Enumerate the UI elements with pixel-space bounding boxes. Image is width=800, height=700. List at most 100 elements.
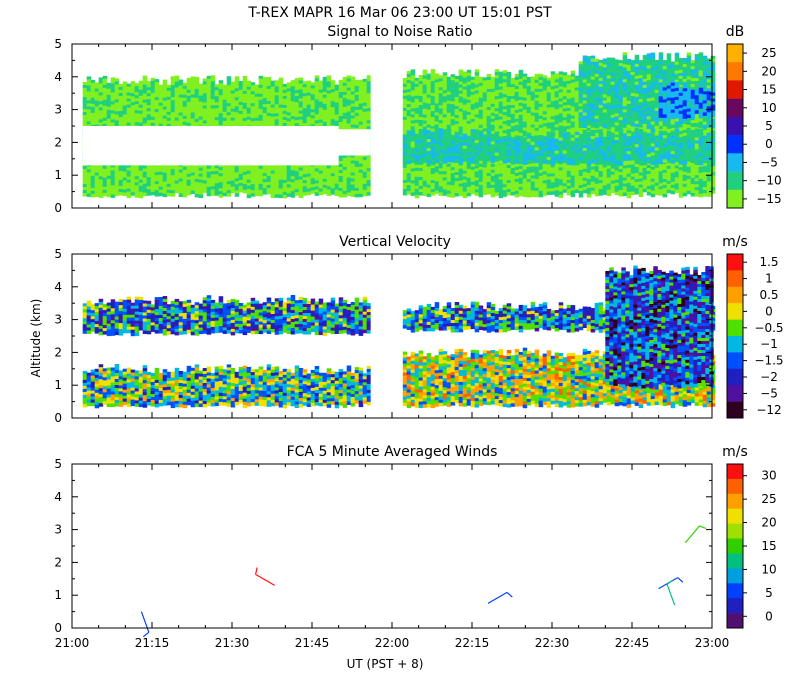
heatmap-cell	[434, 82, 440, 86]
heatmap-cell	[182, 103, 188, 108]
heatmap-cell	[566, 98, 572, 103]
heatmap-cell	[450, 83, 456, 87]
heatmap-cell	[434, 184, 440, 188]
heatmap-cell	[498, 89, 504, 94]
heatmap-cell	[446, 106, 452, 111]
heatmap-cell	[438, 102, 444, 106]
heatmap-cell	[282, 191, 288, 196]
heatmap-cell	[334, 174, 340, 179]
heatmap-cell	[222, 99, 228, 104]
heatmap-cell	[354, 175, 360, 180]
heatmap-cell	[366, 93, 372, 97]
heatmap-cell	[506, 174, 512, 178]
heatmap-cell	[514, 118, 520, 123]
heatmap-cell	[222, 123, 228, 128]
heatmap-cell	[350, 169, 356, 173]
heatmap-cell	[310, 91, 316, 95]
heatmap-cell	[570, 115, 576, 120]
heatmap-cell	[494, 96, 500, 100]
heatmap-cell	[282, 119, 288, 124]
heatmap-cell	[514, 103, 520, 108]
heatmap-cell	[262, 86, 268, 90]
heatmap-cell	[350, 193, 356, 197]
heatmap-cell	[178, 91, 184, 95]
heatmap-cell	[334, 84, 340, 89]
heatmap-cell	[86, 172, 92, 176]
heatmap-cell	[122, 180, 128, 184]
heatmap-cell	[218, 179, 224, 183]
heatmap-cell	[270, 191, 276, 196]
heatmap-cell	[198, 191, 204, 196]
heatmap-cell	[478, 79, 484, 84]
heatmap-cell	[454, 76, 460, 80]
heatmap-cell	[490, 178, 496, 183]
heatmap-cell	[226, 88, 232, 92]
heatmap-cell	[574, 90, 580, 94]
heatmap-cell	[558, 74, 564, 78]
heatmap-cell	[106, 118, 112, 123]
heatmap-cell	[474, 177, 480, 181]
heatmap-cell	[526, 191, 532, 195]
heatmap-cell	[350, 187, 356, 191]
heatmap-cell	[222, 177, 228, 182]
heatmap-cell	[254, 102, 260, 107]
heatmap-cell	[554, 121, 560, 125]
heatmap-cell	[594, 132, 600, 137]
heatmap-cell	[266, 187, 272, 192]
heatmap-cell	[554, 166, 560, 170]
heatmap-cell	[174, 174, 180, 179]
heatmap-cell	[602, 131, 608, 135]
heatmap-cell	[318, 167, 324, 172]
heatmap-cell	[462, 83, 468, 88]
heatmap-cell	[338, 158, 344, 162]
heatmap-cell	[518, 78, 524, 83]
heatmap-cell	[414, 182, 420, 187]
heatmap-cell	[410, 81, 416, 85]
heatmap-cell	[278, 104, 284, 109]
heatmap-cell	[422, 93, 428, 98]
heatmap-cell	[306, 86, 312, 91]
heatmap-cell	[498, 71, 504, 76]
heatmap-cell	[294, 81, 300, 85]
heatmap-cell	[286, 190, 292, 194]
heatmap-cell	[266, 121, 272, 126]
heatmap-cell	[174, 75, 180, 80]
heatmap-cell	[162, 91, 168, 96]
heatmap-cell	[146, 174, 152, 178]
heatmap-cell	[418, 120, 424, 124]
heatmap-cell	[542, 162, 548, 166]
heatmap-cell	[470, 181, 476, 186]
heatmap-cell	[222, 93, 228, 98]
heatmap-cell	[306, 110, 312, 115]
heatmap-cell	[166, 177, 172, 182]
heatmap-cell	[458, 162, 464, 167]
heatmap-cell	[146, 96, 152, 100]
heatmap-cell	[266, 94, 272, 99]
heatmap-cell	[102, 174, 108, 179]
heatmap-cell	[182, 181, 188, 186]
heatmap-cell	[354, 124, 360, 129]
heatmap-cell	[442, 123, 448, 127]
heatmap-cell	[366, 75, 372, 79]
heatmap-cell	[418, 99, 424, 103]
heatmap-cell	[418, 93, 424, 97]
heatmap-cell	[450, 104, 456, 108]
heatmap-cell	[254, 165, 260, 170]
heatmap-cell	[546, 125, 552, 129]
heatmap-cell	[554, 193, 560, 197]
heatmap-cell	[234, 190, 240, 194]
heatmap-cell	[458, 72, 464, 77]
heatmap-cell	[430, 165, 436, 169]
heatmap-cell	[570, 106, 576, 111]
heatmap-cell	[198, 119, 204, 124]
heatmap-cell	[474, 87, 480, 91]
heatmap-cell	[110, 92, 116, 96]
heatmap-cell	[222, 180, 228, 185]
heatmap-cell	[418, 180, 424, 184]
heatmap-cell	[94, 118, 100, 122]
heatmap-cell	[218, 116, 224, 120]
heatmap-cell	[330, 119, 336, 123]
heatmap-cell	[354, 115, 360, 120]
heatmap-cell	[330, 98, 336, 102]
heatmap-cell	[510, 96, 516, 100]
